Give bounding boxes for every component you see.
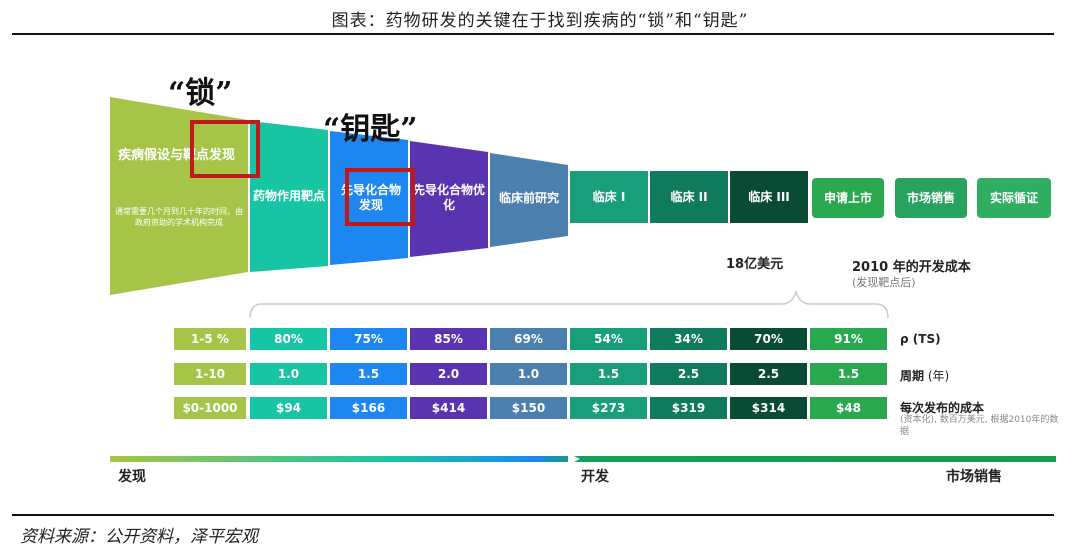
table-cell: 85% [410,328,487,350]
table-cell: 34% [650,328,727,350]
cost-subtitle: (发现靶点后) [852,276,916,289]
row-label-text: 周期 [900,369,925,383]
stage-shape-3 [410,141,488,257]
top-rule [12,33,1054,35]
stage-label-8: 申请上市 [823,190,872,205]
stage-label-4: 临床前研究 [498,190,559,205]
figure-title: 图表：药物研发的关键在于找到疾病的“锁”和“钥匙” [331,11,749,31]
stage-shape-1 [250,121,328,272]
phase-discovery: 发现 [118,469,146,485]
stage-label-1: 药物作用靶点 [252,188,325,203]
table-cell: 2.5 [650,363,727,385]
lock-highlight-box [190,120,260,178]
key-highlight-box [345,168,415,226]
stage-shape-4 [490,153,568,247]
table-cell: 75% [330,328,407,350]
table-cell: 70% [730,328,807,350]
stage-label-9: 市场销售 [906,190,955,205]
cost-note: (资本化), 数百万美元, 根据2010年的数据 [900,415,1059,437]
table-cell: 1.0 [490,363,567,385]
table-cell: $94 [250,397,327,419]
row-label-cost: 每次发布的成本 [900,399,984,416]
source-note: 资料来源：公开资料，泽平宏观 [20,527,258,547]
stage-shape-7 [730,171,808,223]
table-cell: $0-1000 [174,397,246,419]
table-cell: 1.5 [330,363,407,385]
stage-label-2: 先导化合物发现 [340,183,401,212]
bottom-rule [12,514,1054,516]
first-stage-shape [110,97,248,295]
cost-title: 2010 年的开发成本 [852,260,971,275]
row-label-text: 每次发布的成本 [900,401,985,415]
table-cell: $314 [730,397,807,419]
row-label-probability: ρ (TS) [900,332,941,346]
table-cell: 54% [570,328,647,350]
stage-label-7: 临床 III [748,189,790,204]
table-cell: 2.5 [730,363,807,385]
table-cell: $166 [330,397,407,419]
table-cell: $319 [650,397,727,419]
first-stage-title: 疾病假设与靶点发现 [118,148,236,163]
table-cell: $48 [810,397,887,419]
row-label-sub: (年) [924,369,950,383]
lock-label: “锁” [168,76,233,111]
stage-shape-2 [330,131,408,265]
table-cell: 1-10 [174,363,246,385]
table-cell: 1-5 % [174,328,246,350]
first-stage-description: 通常需要几个月到几十年的时间，由政府资助的学术机构完成 [115,207,243,227]
table-cell: 69% [490,328,567,350]
table-cell: 1.5 [810,363,887,385]
stage-shape-9 [895,178,967,218]
cost-amount: 18亿美元 [726,257,784,272]
row-label-text: ρ (TS) [900,332,941,346]
table-cell: $273 [570,397,647,419]
stage-label-5: 临床 I [592,189,626,204]
table-cell: $150 [490,397,567,419]
table-cell: 1.0 [250,363,327,385]
stage-shape-5 [570,171,648,223]
row-label-duration: 周期 (年) [900,367,949,384]
stage-label-6: 临床 II [670,189,708,204]
phase-market: 市场销售 [946,469,1002,485]
phase-bar-arrow [568,453,580,465]
phase-bar [110,456,1056,462]
stage-label-3: 先导化合物优化 [412,183,485,212]
table-cell: 2.0 [410,363,487,385]
table-cell: 80% [250,328,327,350]
table-cell: $414 [410,397,487,419]
stage-shape-10 [977,178,1051,218]
key-label: “钥匙” [323,112,418,147]
stage-shape-8 [812,178,884,218]
phase-development: 开发 [581,469,609,485]
cost-brace [249,289,889,319]
stage-shape-6 [650,171,728,223]
table-cell: 1.5 [570,363,647,385]
table-cell: 91% [810,328,887,350]
stage-label-10: 实际循证 [989,190,1038,205]
